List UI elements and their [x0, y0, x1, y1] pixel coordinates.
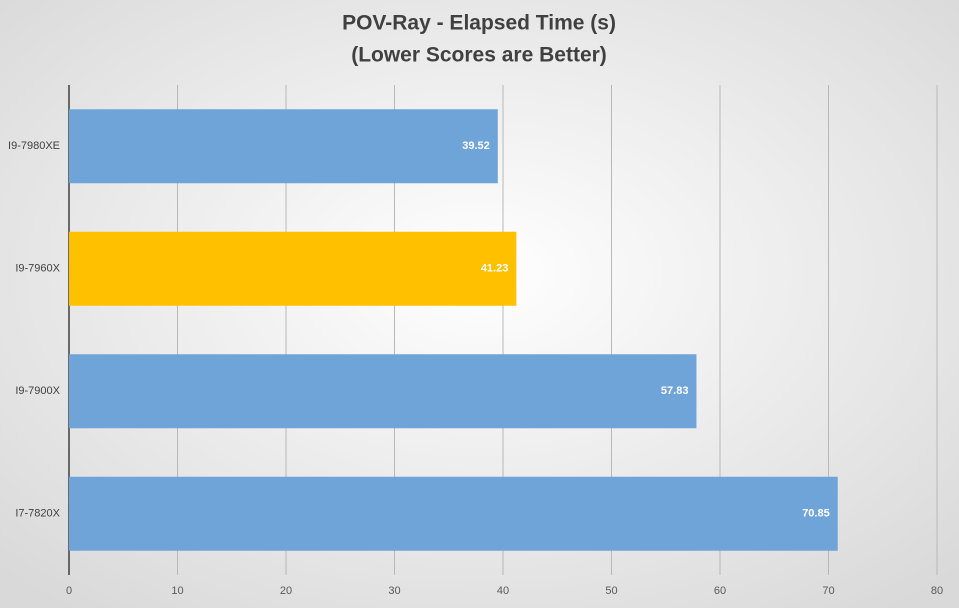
bar	[69, 354, 697, 429]
x-tick-label: 50	[605, 585, 617, 597]
x-tick-label: 70	[822, 585, 834, 597]
data-label: 39.52	[462, 140, 490, 152]
x-tick-label: 30	[388, 585, 400, 597]
data-label: 57.83	[661, 385, 689, 397]
x-tick-label: 60	[714, 585, 726, 597]
chart-title: POV-Ray - Elapsed Time (s)	[342, 12, 616, 35]
x-tick-label: 0	[66, 585, 72, 597]
bar	[69, 109, 498, 184]
x-tick-label: 10	[171, 585, 183, 597]
chart-subtitle: (Lower Scores are Better)	[351, 44, 607, 67]
y-tick-label: I9-7900X	[15, 385, 60, 397]
bar	[69, 476, 838, 551]
y-tick-label: I7-7820X	[15, 508, 60, 520]
x-tick-label: 40	[497, 585, 509, 597]
x-tick-label: 80	[931, 585, 943, 597]
data-label: 70.85	[802, 508, 830, 520]
data-label: 41.23	[481, 263, 509, 275]
y-tick-label: I9-7980XE	[8, 140, 60, 152]
x-tick-label: 20	[280, 585, 292, 597]
y-tick-label: I9-7960X	[15, 263, 60, 275]
bar	[69, 231, 517, 306]
